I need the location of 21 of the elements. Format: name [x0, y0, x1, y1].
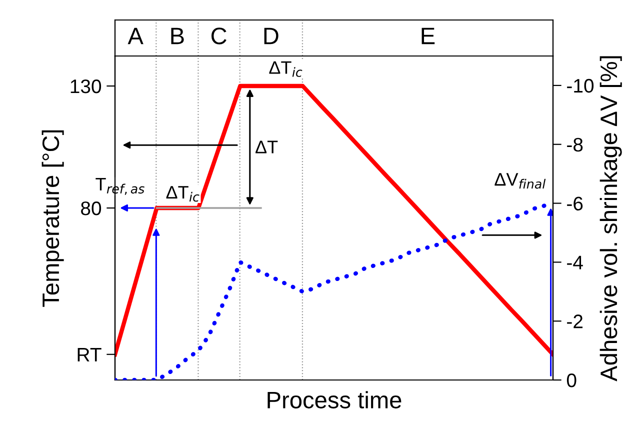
y2-axis-title: Adhesive vol. shrinkage ΔV [%]: [600, 56, 622, 382]
y2-tick-label: -10: [567, 78, 594, 93]
text: A: [128, 28, 144, 44]
y2-tick-label: -8: [567, 138, 583, 152]
y2-tick-label: -4: [567, 256, 583, 270]
y-tick-label: 130: [70, 79, 102, 94]
text: E: [422, 28, 435, 44]
annotation: ΔT$_{ic}$: [166, 186, 200, 202]
text: D: [264, 28, 278, 44]
annotation: ΔV$_{final}$: [494, 173, 546, 189]
annotation: ΔT$_{ic}$: [269, 61, 302, 77]
y2-tick-label: 0: [566, 373, 576, 388]
annotation: ΔT: [256, 140, 278, 154]
y2-tick-label: -2: [567, 314, 583, 328]
y2-tick-label: -6: [567, 196, 583, 211]
x-axis-title: Process time: [268, 391, 402, 408]
y-tick-label: RT: [78, 348, 102, 362]
y-axis-title: Temperature [°C]: [42, 130, 64, 307]
text: C: [211, 28, 226, 44]
text: B: [171, 28, 184, 44]
y-tick-label: 80: [81, 201, 102, 216]
